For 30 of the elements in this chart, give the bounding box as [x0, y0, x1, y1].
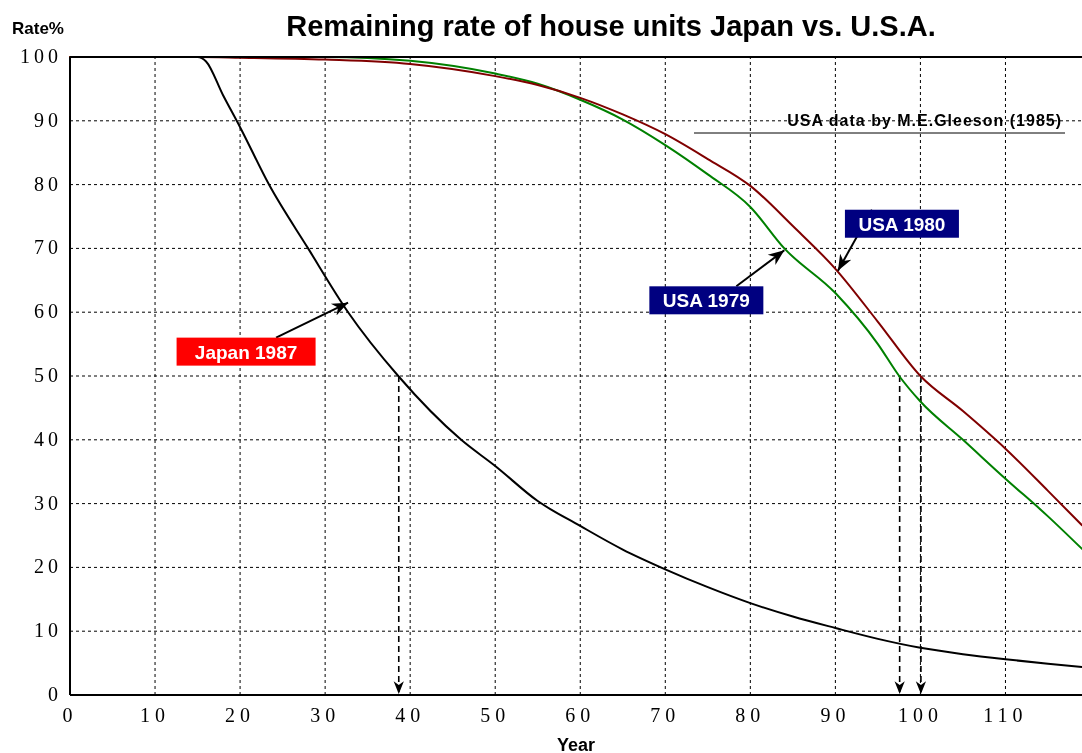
x-tick-label: 80: [735, 704, 766, 726]
x-tick-label: 30: [310, 704, 341, 726]
x-tick-label: 20: [225, 704, 256, 726]
y-tick-label: 20: [34, 555, 62, 578]
y-tick-label: 50: [34, 364, 62, 386]
chart-title: Remaining rate of house units Japan vs. U.S.A.: [286, 10, 936, 42]
x-tick-label: 40: [395, 704, 426, 726]
x-tick-label: 70: [650, 704, 681, 726]
x-tick-label: 0: [62, 704, 78, 726]
x-tick-label: 10: [140, 704, 171, 726]
y-axis-title: Rate%: [12, 19, 64, 38]
annotation: USA 1979: [662, 290, 750, 312]
y-tick-label: 0: [48, 683, 62, 705]
x-axis-title: Year: [556, 735, 596, 753]
annotation: Japan 1987: [194, 341, 298, 363]
x-tick-label: 100: [897, 704, 943, 726]
y-tick-label: 70: [34, 236, 62, 259]
x-tick-label: 50: [480, 704, 511, 726]
y-tick-label: 30: [34, 491, 62, 514]
x-tick-label: 90: [820, 704, 851, 726]
y-tick-label: 10: [34, 619, 62, 642]
y-tick-label: 90: [34, 108, 62, 131]
y-tick-label: 40: [34, 427, 62, 450]
annotation: USA data by M.E.Gleeson (1985): [787, 112, 1062, 129]
y-tick-label: 100: [20, 45, 62, 67]
x-tick-label: 60: [565, 704, 596, 726]
x-tick-label: 110: [983, 704, 1028, 726]
y-tick-label: 60: [34, 300, 62, 323]
annotation: USA 1980: [858, 213, 946, 235]
y-tick-label: 80: [34, 172, 62, 195]
